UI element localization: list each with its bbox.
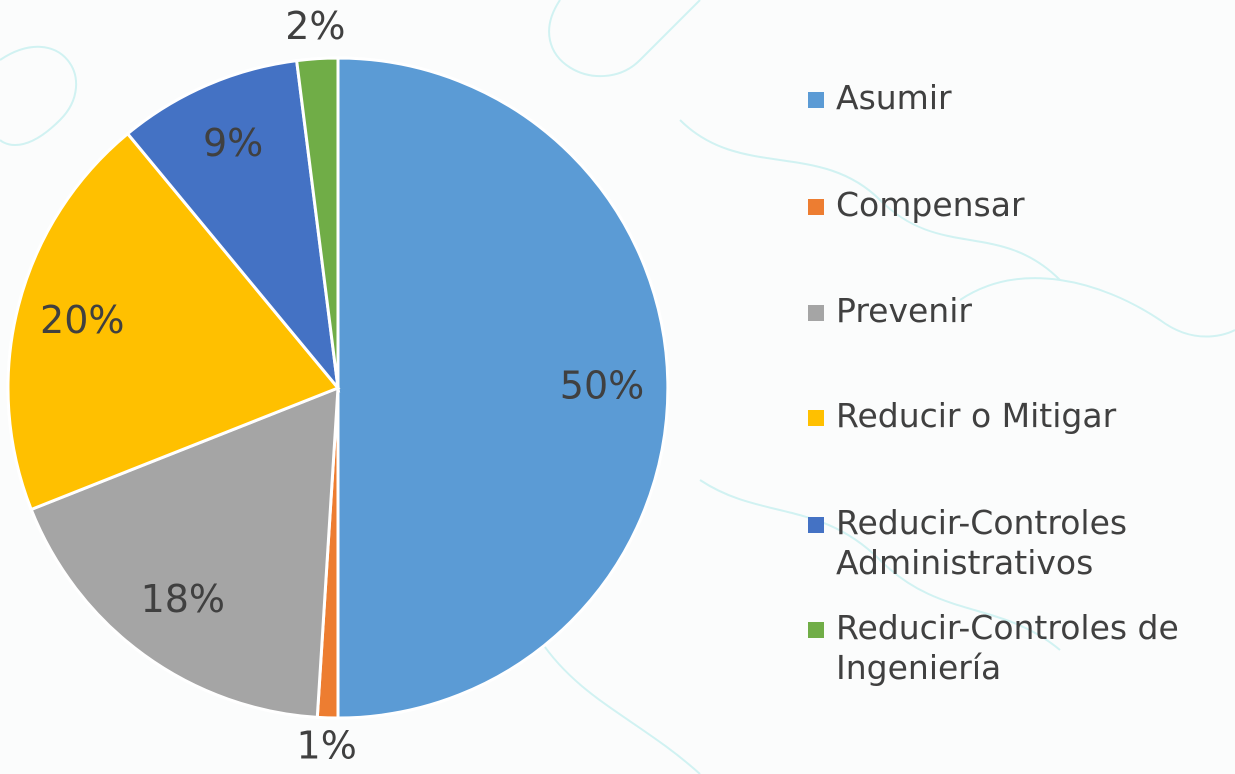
legend-swatch: [808, 92, 824, 108]
pie: 50% 1% 18% 20% 9% 2%: [6, 4, 670, 767]
legend-item: Reducir o Mitigar: [808, 396, 1235, 436]
legend-swatch: [808, 622, 824, 638]
data-label: 1%: [297, 723, 357, 767]
legend-swatch: [808, 410, 824, 426]
legend-label: Reducir-Controles Administrativos: [836, 503, 1128, 582]
legend-item: Reducir-Controles de Ingeniería: [808, 608, 1235, 688]
legend-label: Reducir o Mitigar: [836, 396, 1117, 435]
legend-item: Compensar: [808, 185, 1235, 225]
pie-slice: [29, 385, 340, 719]
legend-item: Asumir: [808, 78, 1235, 118]
data-label: 18%: [141, 577, 225, 621]
legend: Asumir Compensar Prevenir Reducir o Mitigar…: [808, 78, 1235, 688]
legend-swatch: [808, 305, 824, 321]
data-label: 9%: [203, 121, 263, 165]
legend-swatch: [808, 517, 824, 533]
legend-item: Prevenir: [808, 291, 1235, 331]
data-label: 2%: [285, 4, 345, 48]
legend-label: Compensar: [836, 185, 1025, 224]
legend-item: Reducir-Controles Administrativos: [808, 503, 1235, 583]
pie-slice: [294, 56, 340, 389]
legend-swatch: [808, 199, 824, 215]
legend-label: Reducir-Controles de Ingeniería: [836, 608, 1179, 687]
pie-slice: [125, 58, 341, 393]
pie-slice: [336, 56, 670, 720]
data-label: 50%: [560, 364, 644, 408]
data-label: 20%: [40, 298, 124, 342]
legend-label: Asumir: [836, 78, 952, 117]
pie-slice: [6, 131, 341, 512]
legend-label: Prevenir: [836, 291, 972, 330]
